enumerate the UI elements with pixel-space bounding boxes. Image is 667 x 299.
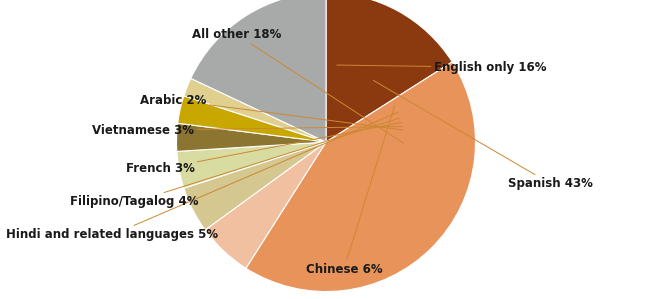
Text: Chinese 6%: Chinese 6% xyxy=(305,106,395,276)
Text: Spanish 43%: Spanish 43% xyxy=(374,80,593,190)
Wedge shape xyxy=(184,78,326,142)
Text: French 3%: French 3% xyxy=(125,123,402,176)
Wedge shape xyxy=(177,96,326,142)
Text: Filipino/Tagalog 4%: Filipino/Tagalog 4% xyxy=(71,118,400,208)
Text: Hindi and related languages 5%: Hindi and related languages 5% xyxy=(6,112,398,241)
Wedge shape xyxy=(326,0,452,142)
Wedge shape xyxy=(184,142,326,230)
Text: All other 18%: All other 18% xyxy=(192,28,404,144)
Wedge shape xyxy=(205,142,326,268)
Wedge shape xyxy=(246,62,476,292)
Wedge shape xyxy=(177,142,326,188)
Wedge shape xyxy=(177,123,326,151)
Wedge shape xyxy=(191,0,326,142)
Text: Arabic 2%: Arabic 2% xyxy=(140,94,403,130)
Text: English only 16%: English only 16% xyxy=(337,61,546,74)
Text: Vietnamese 3%: Vietnamese 3% xyxy=(93,123,402,137)
